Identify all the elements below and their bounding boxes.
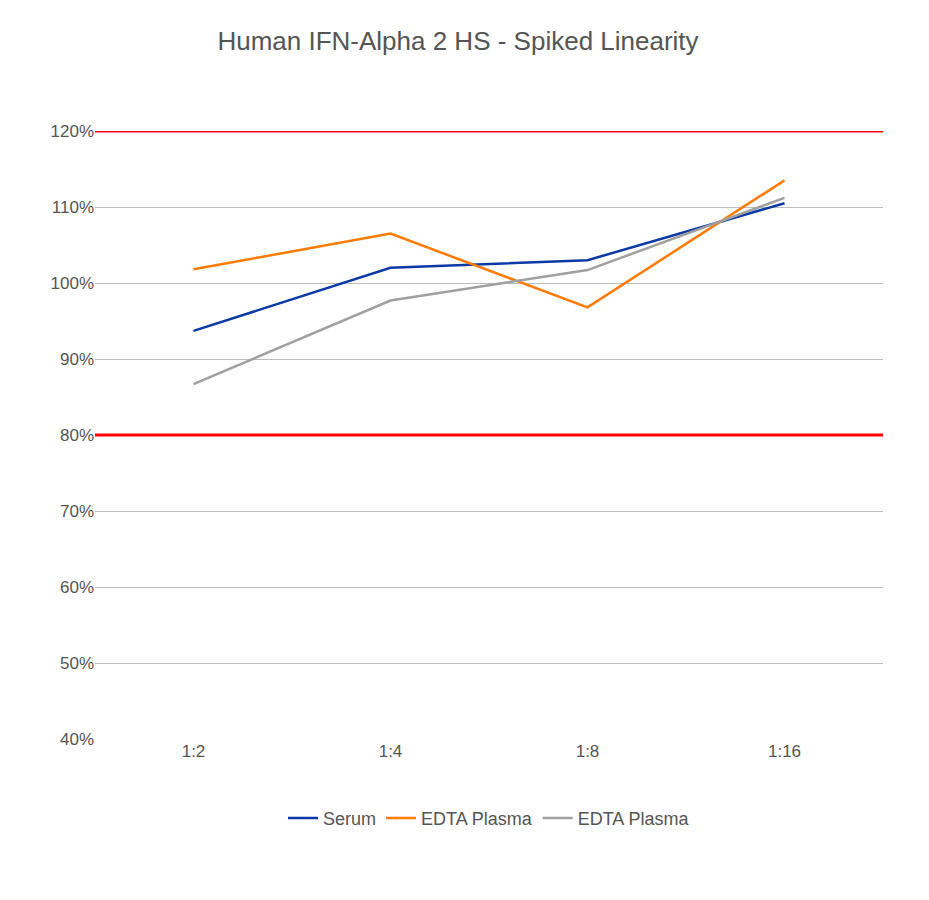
svg-text:1:16: 1:16 bbox=[768, 742, 801, 761]
svg-text:70%: 70% bbox=[60, 502, 94, 521]
svg-text:60%: 60% bbox=[60, 578, 94, 597]
svg-text:40%: 40% bbox=[60, 730, 94, 749]
svg-text:1:4: 1:4 bbox=[379, 742, 403, 761]
svg-text:Human IFN-Alpha 2 HS - Spiked: Human IFN-Alpha 2 HS - Spiked Linearity bbox=[217, 26, 698, 56]
svg-text:80%: 80% bbox=[60, 426, 94, 445]
svg-text:110%: 110% bbox=[52, 198, 94, 217]
svg-text:EDTA Plasma: EDTA Plasma bbox=[421, 809, 533, 829]
svg-text:100%: 100% bbox=[51, 274, 94, 293]
svg-text:1:8: 1:8 bbox=[576, 742, 600, 761]
svg-text:1:2: 1:2 bbox=[182, 742, 206, 761]
svg-text:120%: 120% bbox=[51, 122, 94, 141]
svg-text:50%: 50% bbox=[60, 654, 94, 673]
svg-text:90%: 90% bbox=[60, 350, 94, 369]
svg-text:Serum: Serum bbox=[323, 809, 376, 829]
svg-text:EDTA Plasma: EDTA Plasma bbox=[578, 809, 690, 829]
